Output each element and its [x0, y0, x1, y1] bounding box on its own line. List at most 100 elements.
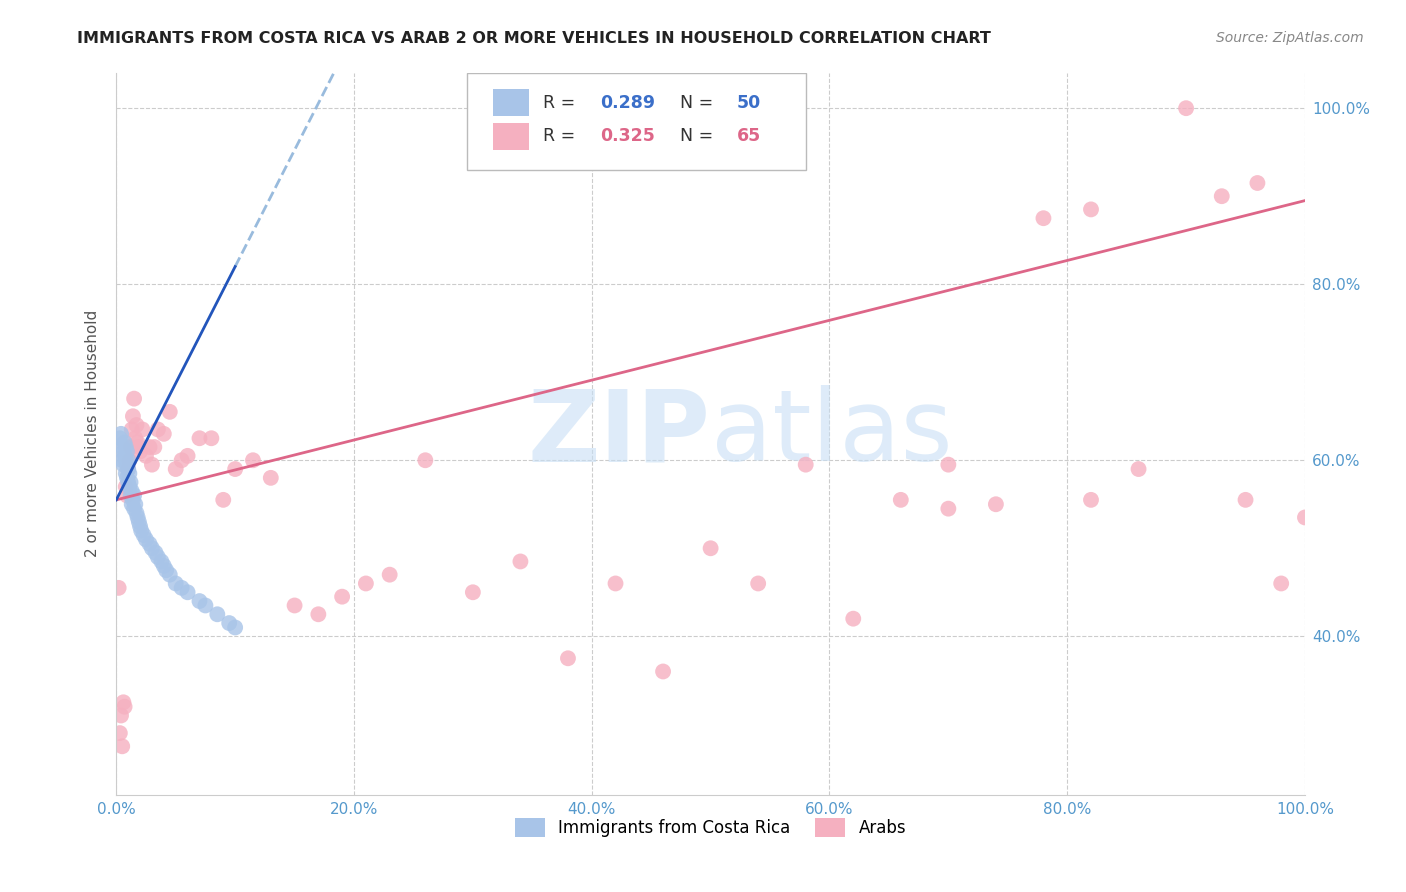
Point: [117, 462, 139, 476]
Point: [112, 695, 135, 709]
Point: [605, 576, 627, 591]
Point: [1234, 492, 1257, 507]
Point: [747, 576, 769, 591]
Text: 65: 65: [737, 128, 761, 145]
Point: [354, 576, 377, 591]
Point: [124, 497, 146, 511]
Text: atlas: atlas: [710, 385, 952, 483]
Point: [121, 497, 143, 511]
Point: [207, 607, 229, 622]
Point: [114, 453, 136, 467]
Point: [1175, 101, 1198, 115]
Point: [330, 590, 353, 604]
Point: [125, 418, 148, 433]
Point: [165, 462, 187, 476]
Point: [1128, 462, 1150, 476]
Point: [146, 422, 169, 436]
Point: [129, 519, 152, 533]
Point: [124, 431, 146, 445]
Point: [143, 440, 166, 454]
Point: [1211, 189, 1233, 203]
Point: [842, 612, 865, 626]
Y-axis label: 2 or more Vehicles in Household: 2 or more Vehicles in Household: [86, 310, 100, 558]
Text: 0.325: 0.325: [600, 128, 655, 145]
Point: [118, 467, 141, 481]
Point: [224, 620, 246, 634]
Point: [188, 431, 211, 445]
Text: IMMIGRANTS FROM COSTA RICA VS ARAB 2 OR MORE VEHICLES IN HOUSEHOLD CORRELATION C: IMMIGRANTS FROM COSTA RICA VS ARAB 2 OR …: [77, 31, 991, 46]
Point: [121, 422, 143, 436]
Point: [938, 458, 960, 472]
FancyBboxPatch shape: [494, 123, 529, 150]
Text: N =: N =: [679, 94, 718, 112]
Point: [794, 458, 817, 472]
Point: [307, 607, 329, 622]
Point: [129, 444, 152, 458]
Point: [194, 599, 217, 613]
Point: [108, 726, 131, 740]
Point: [212, 492, 235, 507]
Point: [127, 510, 149, 524]
Point: [176, 449, 198, 463]
Point: [1032, 211, 1054, 226]
FancyBboxPatch shape: [467, 73, 806, 170]
Point: [127, 435, 149, 450]
Text: 0.289: 0.289: [600, 94, 655, 112]
Text: ZIP: ZIP: [527, 385, 710, 483]
Point: [138, 537, 160, 551]
Point: [159, 567, 181, 582]
Point: [117, 453, 139, 467]
Point: [107, 581, 129, 595]
Point: [224, 462, 246, 476]
Point: [135, 533, 157, 547]
Point: [114, 467, 136, 481]
Point: [153, 558, 176, 573]
Point: [146, 550, 169, 565]
Point: [115, 444, 138, 458]
Point: [117, 475, 139, 490]
Point: [114, 435, 136, 450]
Point: [118, 480, 141, 494]
Point: [132, 528, 155, 542]
Point: [415, 453, 437, 467]
Point: [122, 501, 145, 516]
Point: [153, 426, 176, 441]
Point: [200, 431, 222, 445]
Point: [138, 440, 160, 454]
Point: [128, 515, 150, 529]
Point: [110, 708, 132, 723]
Point: [1270, 576, 1292, 591]
Point: [242, 453, 264, 467]
Point: [125, 506, 148, 520]
Point: [122, 392, 145, 406]
Text: R =: R =: [543, 94, 581, 112]
Point: [165, 576, 187, 591]
Point: [509, 554, 531, 568]
Point: [114, 449, 136, 463]
Point: [188, 594, 211, 608]
Point: [260, 471, 283, 485]
Text: 50: 50: [737, 94, 761, 112]
Point: [155, 563, 177, 577]
Point: [120, 440, 142, 454]
Point: [110, 426, 132, 441]
Point: [115, 458, 138, 472]
Text: N =: N =: [679, 128, 718, 145]
Point: [145, 546, 167, 560]
Point: [159, 405, 181, 419]
Point: [1294, 510, 1316, 524]
Point: [652, 665, 675, 679]
Point: [114, 440, 136, 454]
Point: [135, 449, 157, 463]
Point: [141, 458, 163, 472]
Point: [114, 480, 136, 494]
Point: [1080, 492, 1102, 507]
Point: [176, 585, 198, 599]
Point: [118, 453, 141, 467]
Point: [111, 440, 134, 454]
Point: [112, 444, 135, 458]
Point: [284, 599, 307, 613]
Point: [117, 462, 139, 476]
Point: [984, 497, 1007, 511]
Point: [111, 739, 134, 754]
